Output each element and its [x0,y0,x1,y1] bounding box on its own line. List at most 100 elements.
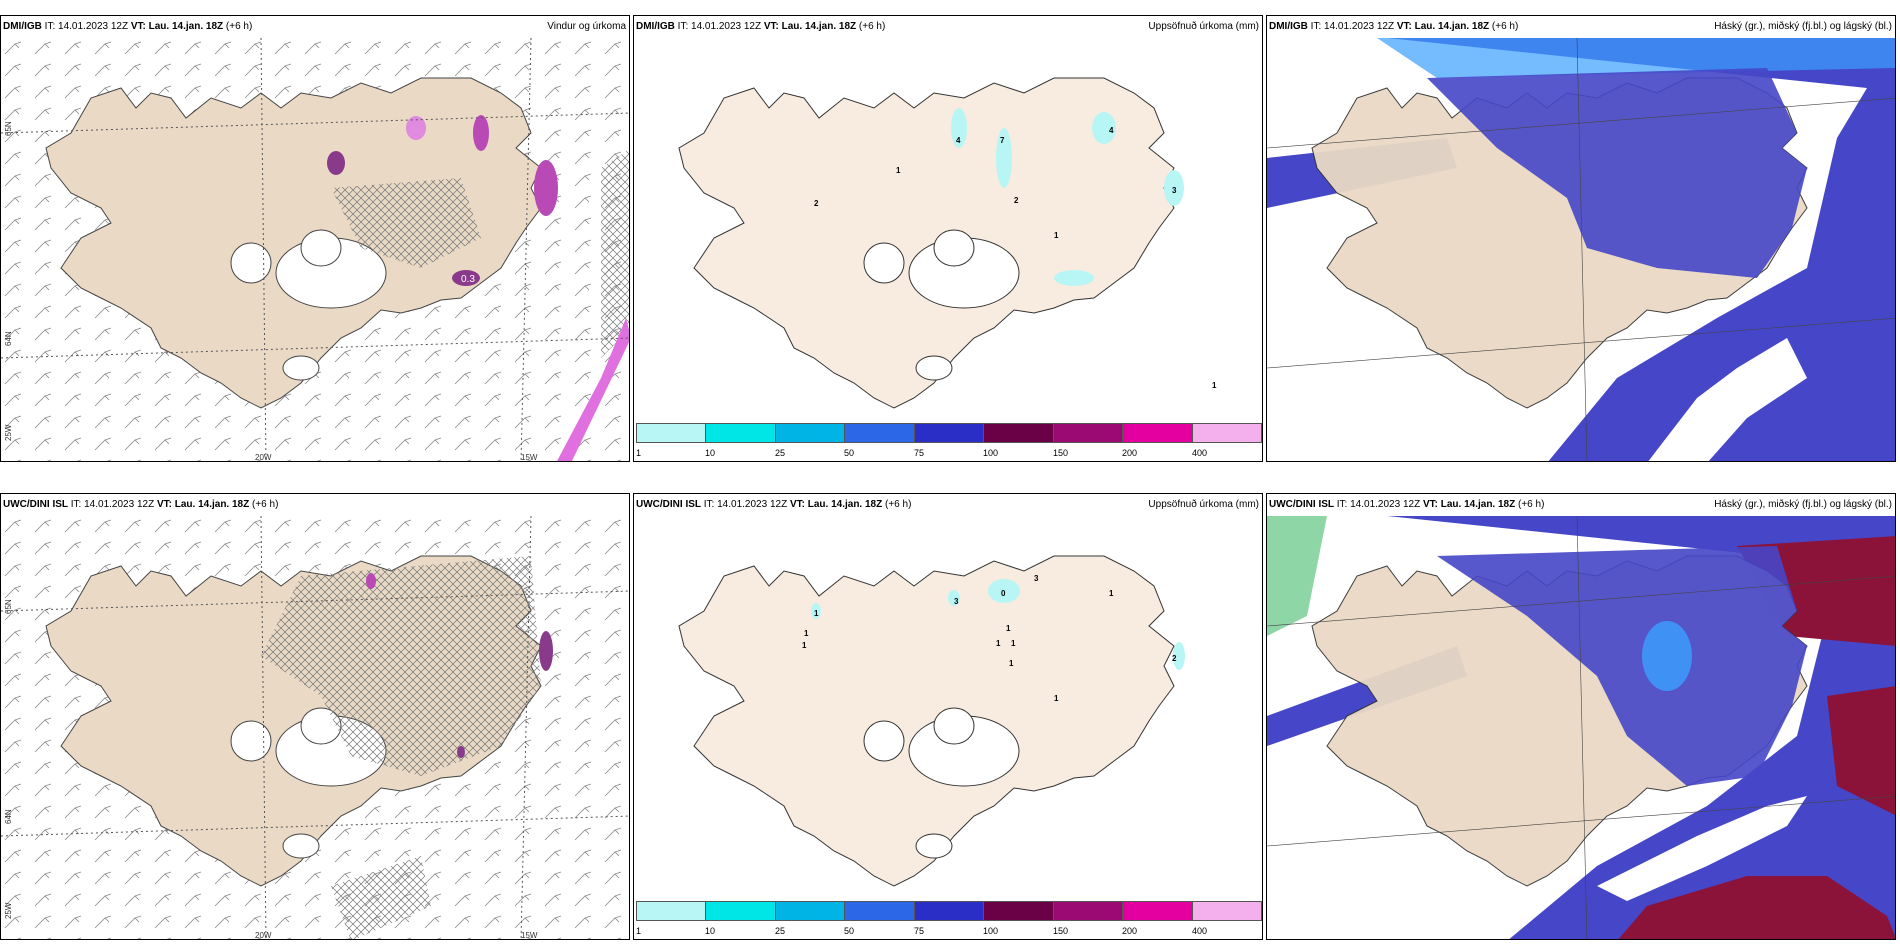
colorbar-label: 75 [914,448,925,458]
glacier-myrdalsjokull [915,833,953,859]
panel-dmi-wind: DMI/IGB IT: 14.01.2023 12Z VT: Lau. 14.j… [0,15,630,462]
lead-time: (+6 h) [1491,21,1519,32]
lead-time: (+6 h) [858,21,886,32]
lead-time: (+6 h) [1518,499,1545,510]
colorbar-label: 10 [705,926,716,936]
precip-area [1092,112,1116,144]
vt-label: VT: [763,21,779,32]
model-name: UWC/DINI ISL [636,499,701,510]
colorbar-label: 1 [636,448,642,458]
glacier-myrdalsjokull [282,355,320,381]
cloud-low-overlay [1427,68,1807,278]
colorbar-swatch [914,424,985,442]
precip-area [951,108,967,148]
colorbar-label: 50 [844,448,855,458]
colorbar-label: 100 [983,926,999,936]
gridline [520,516,532,939]
glacier-hofsjokull [300,229,342,267]
gridline [260,516,267,939]
precip-blob [457,746,465,758]
gridline [1,112,629,134]
precip-blob [452,270,480,286]
colorbar-swatch [1123,424,1193,442]
glacier-langjokull [230,242,272,284]
precip-label: 3 [1172,186,1177,195]
glacier-myrdalsjokull [915,355,953,381]
lead-time: (+6 h) [885,499,912,510]
precip-area [948,590,960,606]
model-name: UWC/DINI ISL [1269,499,1334,510]
colorbar-label: 1 [636,926,642,936]
lead-time: (+6 h) [225,21,253,32]
colorbar-swatch [1123,902,1193,920]
panel-title: Uppsöfnuð úrkoma (mm) [1148,21,1259,32]
cloud-high-green [1267,516,1327,636]
model-name: DMI/IGB [3,21,42,32]
precip-label: 4 [956,136,961,145]
lon-label: 20W [255,931,272,940]
colorbar-label: 200 [1122,926,1138,936]
init-time: 14.01.2023 12Z [691,21,762,32]
precip-blob [473,115,489,151]
cloud-map [1267,38,1895,461]
gridline [1,590,629,612]
valid-time: Lau. 14.jan. 18Z [174,499,250,510]
valid-time: Lau. 14.jan. 18Z [148,21,224,32]
precip-blob [406,116,426,140]
colorbar-label: 50 [844,926,855,936]
cloud-mid [1377,38,1895,78]
panel-header: UWC/DINI ISL IT: 14.01.2023 12Z VT: Lau.… [1,494,629,516]
clear-area [1597,796,1807,901]
iceland-land [45,77,542,409]
valid-time: Lau. 14.jan. 18Z [807,499,883,510]
precip-area [1173,642,1185,670]
precip-area [996,128,1012,188]
panel-header: UWC/DINI ISL IT: 14.01.2023 12Z VT: Lau.… [634,494,1262,516]
precip-label: 1 [1006,624,1011,633]
precip-label: 1 [1109,589,1114,598]
precip-label: 1 [1212,381,1217,390]
panel-title: Háský (gr.), miðský (fj.bl.) og lágský (… [1714,21,1892,32]
colorbar-label: 150 [1053,926,1069,936]
wind-precip-map [1,516,629,939]
colorbar-swatch [706,424,776,442]
colorbar-swatch [1192,902,1261,920]
clear-area [1648,338,1807,461]
precip-label: 1 [802,641,807,650]
it-label: IT: [677,21,689,32]
init-time: 14.01.2023 12Z [1350,499,1421,510]
gridline [260,38,267,461]
colorbar-label: 100 [983,448,999,458]
colorbar-swatch [637,902,707,920]
gridline [1,815,629,837]
colorbar [636,423,1262,443]
gridline [1576,516,1588,939]
precip-blob [539,631,553,671]
hatch-area-south [331,856,431,939]
colorbar-label: 25 [775,448,786,458]
init-time: 14.01.2023 12Z [1324,21,1395,32]
glacier-langjokull [863,720,905,762]
colorbar-label: 150 [1053,448,1069,458]
valid-time: Lau. 14.jan. 18Z [1414,21,1490,32]
precip-label: 7 [1000,136,1005,145]
cloud-mid [1642,621,1692,691]
glacier-langjokull [230,720,272,762]
lon-label: 25W [4,424,13,441]
panel-uwc-cloud: UWC/DINI ISL IT: 14.01.2023 12Z VT: Lau.… [1266,493,1896,940]
lat-label: 65N [4,121,13,136]
hatch-area-east [601,149,629,358]
model-name: DMI/IGB [1269,21,1308,32]
colorbar-swatch [1053,902,1124,920]
colorbar [636,901,1262,921]
iceland-land [678,555,1175,887]
colorbar-swatch [845,424,915,442]
precip-value-label: 0.3 [461,274,475,285]
panel-uwc-wind: UWC/DINI ISL IT: 14.01.2023 12Z VT: Lau.… [0,493,630,940]
gridline [1267,575,1895,627]
accum-precip-map: 1 2 4 7 2 1 4 3 1 [678,77,1217,409]
precip-area [1054,270,1094,286]
precip-label: 3 [954,597,959,606]
panel-title: Uppsöfnuð úrkoma (mm) [1148,499,1259,510]
init-time: 14.01.2023 12Z [84,499,155,510]
